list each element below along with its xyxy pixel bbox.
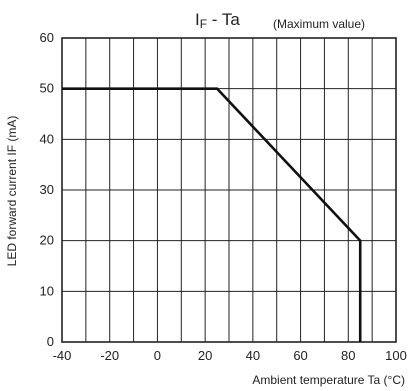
y-tick-label: 60 <box>40 30 54 45</box>
y-tick-labels: 0 10 20 30 40 50 60 <box>40 30 54 349</box>
x-tick-label: 20 <box>198 348 212 363</box>
x-tick-label: 60 <box>293 348 307 363</box>
y-tick-label: 50 <box>40 81 54 96</box>
series-line <box>62 87 362 342</box>
series-layer <box>62 87 362 342</box>
plot-frame <box>61 37 397 343</box>
x-tick-label: 0 <box>154 348 161 363</box>
y-tick-label: 30 <box>40 182 54 197</box>
x-tick-label: 100 <box>385 348 407 363</box>
x-tick-label: 80 <box>341 348 355 363</box>
y-tick-label: 20 <box>40 233 54 248</box>
y-tick-label: 10 <box>40 283 54 298</box>
x-tick-label: 40 <box>246 348 260 363</box>
y-tick-label: 40 <box>40 131 54 146</box>
chart-title: IF - Ta <box>195 10 240 31</box>
x-tick-label: -20 <box>100 348 119 363</box>
x-tick-labels: -40 -20 0 20 40 60 80 100 <box>53 348 407 363</box>
y-tick-label: 0 <box>47 334 54 349</box>
chart-title-note: (Maximum value) <box>273 17 365 31</box>
x-tick-label: -40 <box>53 348 72 363</box>
grid <box>61 37 397 343</box>
y-axis-label: LED forward current IF (mA) <box>5 116 19 267</box>
x-axis-label: Ambient temperature Ta (°C) <box>252 373 405 387</box>
